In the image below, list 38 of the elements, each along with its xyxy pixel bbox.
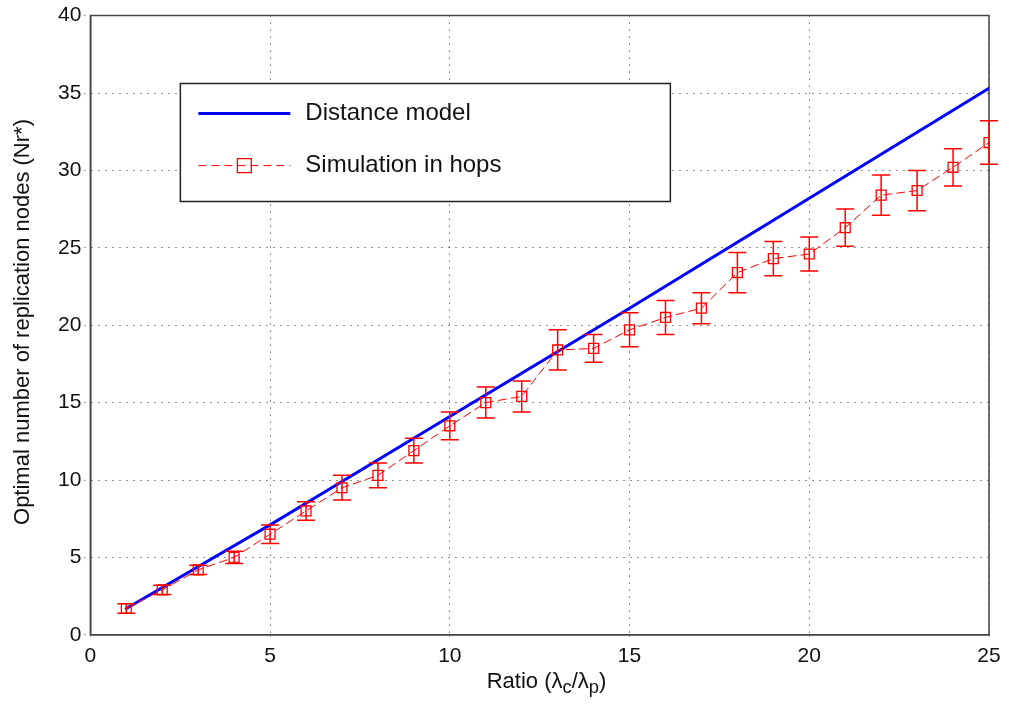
legend-label: Simulation in hops — [305, 150, 502, 178]
x-tick-label: 5 — [264, 643, 276, 667]
y-tick-label: 0 — [69, 621, 82, 645]
y-tick-label: 10 — [58, 466, 82, 490]
y-tick-label: 15 — [58, 389, 82, 413]
y-tick-label: 25 — [58, 234, 82, 258]
point — [731, 266, 743, 279]
point — [839, 222, 851, 234]
x-tick-label: 15 — [617, 643, 642, 667]
point — [408, 444, 420, 457]
point — [695, 302, 708, 314]
point — [480, 397, 492, 409]
x-tick-label: 10 — [438, 643, 462, 667]
point — [767, 253, 779, 265]
point — [623, 324, 636, 336]
point — [875, 189, 887, 201]
point — [803, 248, 815, 260]
legend-label: Distance model — [305, 98, 471, 126]
y-tick-label: 30 — [58, 157, 82, 181]
point — [336, 482, 348, 494]
x-tick-label: 20 — [797, 643, 821, 667]
x-tick-label: 0 — [84, 643, 97, 667]
point — [552, 344, 564, 356]
point — [516, 390, 528, 403]
y-tick-label: 40 — [58, 2, 82, 26]
point — [192, 564, 204, 576]
y-tick-label: 5 — [69, 544, 82, 568]
point — [372, 469, 384, 481]
point — [911, 184, 923, 197]
y-tick-label: 20 — [58, 312, 82, 335]
y-axis-title: Optimal number of replication nodes (Nr*) — [9, 119, 35, 525]
point — [588, 342, 600, 355]
y-tick-label: 35 — [58, 79, 82, 103]
point — [444, 420, 456, 432]
x-tick-label: 25 — [977, 643, 1001, 667]
x-axis-title: Ratio (λ$_{c}$/λ$_{p}$) — [485, 668, 608, 699]
point — [947, 161, 959, 173]
point — [659, 311, 672, 324]
